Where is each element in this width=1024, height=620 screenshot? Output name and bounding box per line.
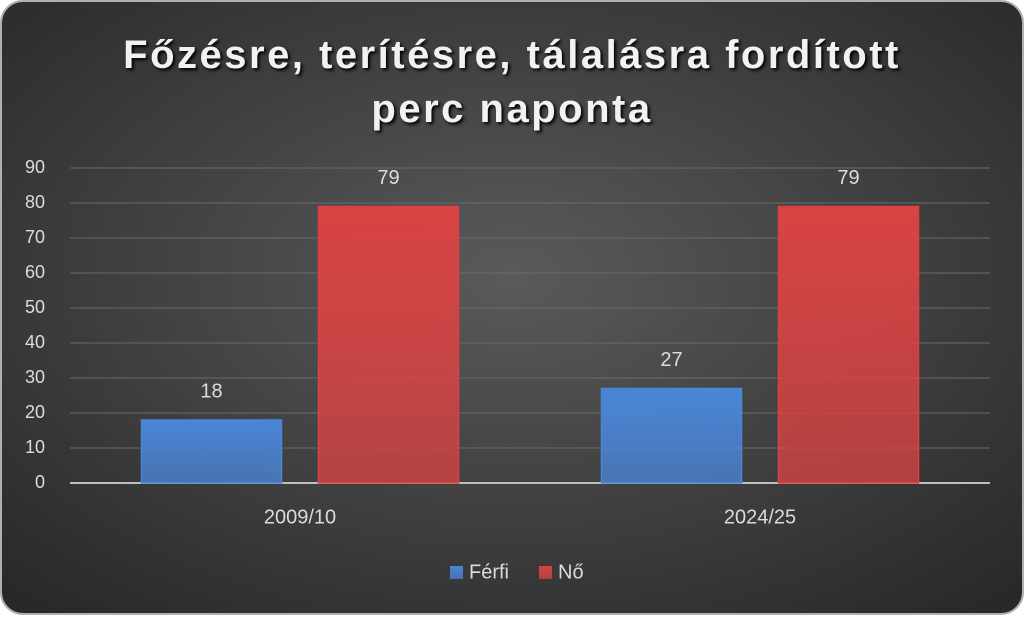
y-tick-label: 20 <box>25 402 45 422</box>
y-tick-label: 30 <box>25 367 45 387</box>
x-tick-label: 2024/25 <box>724 506 796 528</box>
legend-label: Nő <box>558 561 584 583</box>
y-tick-label: 70 <box>25 227 45 247</box>
data-label: 27 <box>660 349 682 371</box>
y-tick-label: 90 <box>25 157 45 177</box>
y-tick-label: 50 <box>25 297 45 317</box>
bar <box>777 205 920 484</box>
y-tick-label: 60 <box>25 262 45 282</box>
y-tick-label: 80 <box>25 192 45 212</box>
data-label: 79 <box>377 167 399 189</box>
data-label: 79 <box>837 167 859 189</box>
legend-swatch <box>539 566 552 579</box>
y-tick-label: 10 <box>25 437 45 457</box>
chart-title: Főzésre, terítésre, tálalásra fordított … <box>123 33 901 131</box>
x-tick-label: 2009/10 <box>264 506 336 528</box>
legend-label: Férfi <box>469 561 509 583</box>
legend-swatch <box>450 566 463 579</box>
bar <box>600 387 743 484</box>
data-label: 18 <box>200 380 222 402</box>
y-tick-label: 40 <box>25 332 45 352</box>
bar <box>140 419 283 484</box>
bar <box>317 205 460 484</box>
y-tick-label: 0 <box>35 472 45 492</box>
